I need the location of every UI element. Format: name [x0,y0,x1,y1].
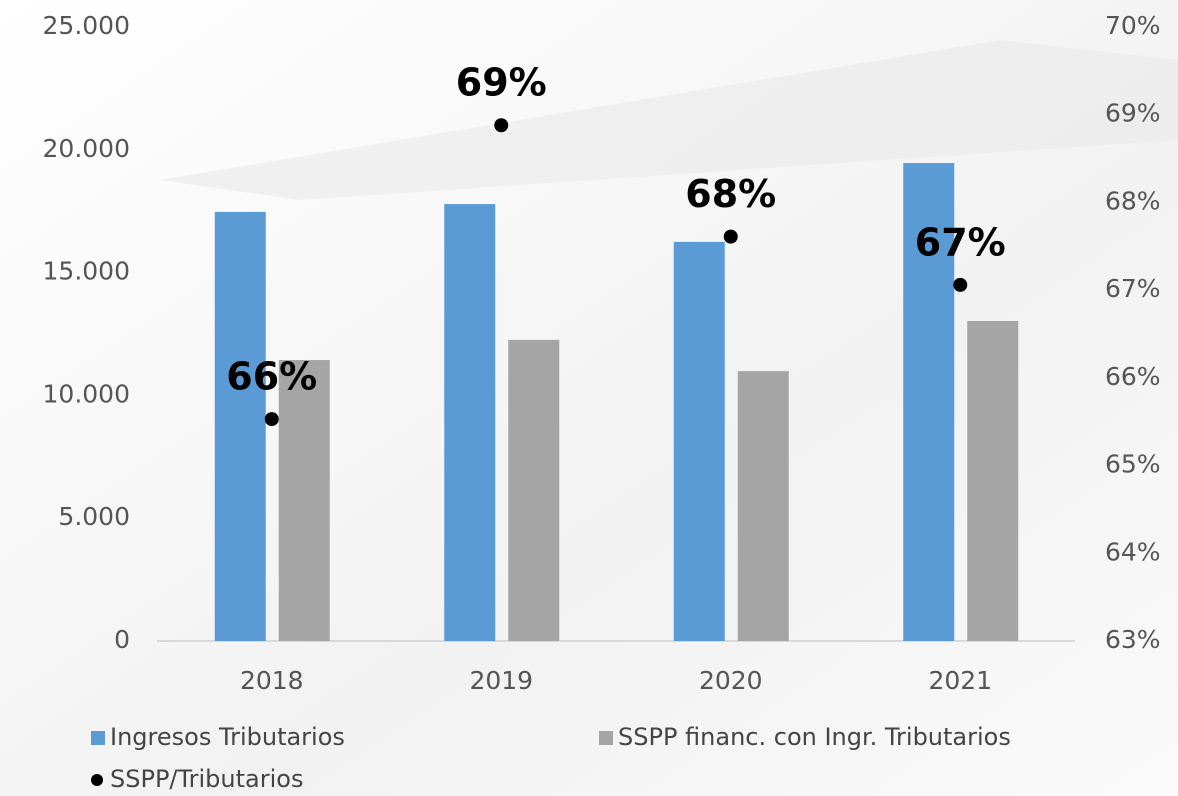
bar [673,241,725,641]
y2-tick-label: 70% [1105,11,1161,40]
background-shape [160,40,1178,200]
point [953,277,968,292]
legend-marker [91,774,103,786]
y2-tick-label: 64% [1105,537,1161,566]
bar [967,320,1019,641]
point [723,229,738,244]
bar [278,360,330,641]
legend-label: SSPP/Tributarios [110,765,303,793]
legend-marker [91,731,105,745]
y2-tick-label: 66% [1105,362,1161,391]
y2-tick-label: 63% [1105,625,1161,654]
y-tick-label: 0 [114,625,130,654]
y-tick-label: 10.000 [43,379,130,408]
x-tick-label: 2019 [469,666,533,695]
y-tick-label: 5.000 [58,502,130,531]
bar [214,211,266,641]
data-label: 66% [226,355,317,399]
y2-tick-label: 67% [1105,274,1161,303]
y-tick-label: 15.000 [43,257,130,286]
point [494,118,509,133]
data-label: 68% [685,172,776,216]
bar [444,204,496,641]
legend-label: Ingresos Tributarios [110,723,345,751]
bar [508,339,560,641]
data-label: 69% [456,61,547,105]
bar [737,371,789,641]
legend-label: SSPP financ. con Ingr. Tributarios [618,723,1011,751]
y2-tick-label: 65% [1105,450,1161,479]
bar [903,163,955,642]
x-tick-label: 2021 [928,666,992,695]
legend-marker [599,731,613,745]
x-tick-label: 2020 [699,666,763,695]
y-tick-label: 25.000 [43,11,130,40]
data-label: 67% [915,220,1006,264]
point [264,412,279,427]
y-tick-label: 20.000 [43,134,130,163]
y2-tick-label: 68% [1105,186,1161,215]
x-tick-label: 2018 [240,666,304,695]
y2-tick-label: 69% [1105,99,1161,128]
